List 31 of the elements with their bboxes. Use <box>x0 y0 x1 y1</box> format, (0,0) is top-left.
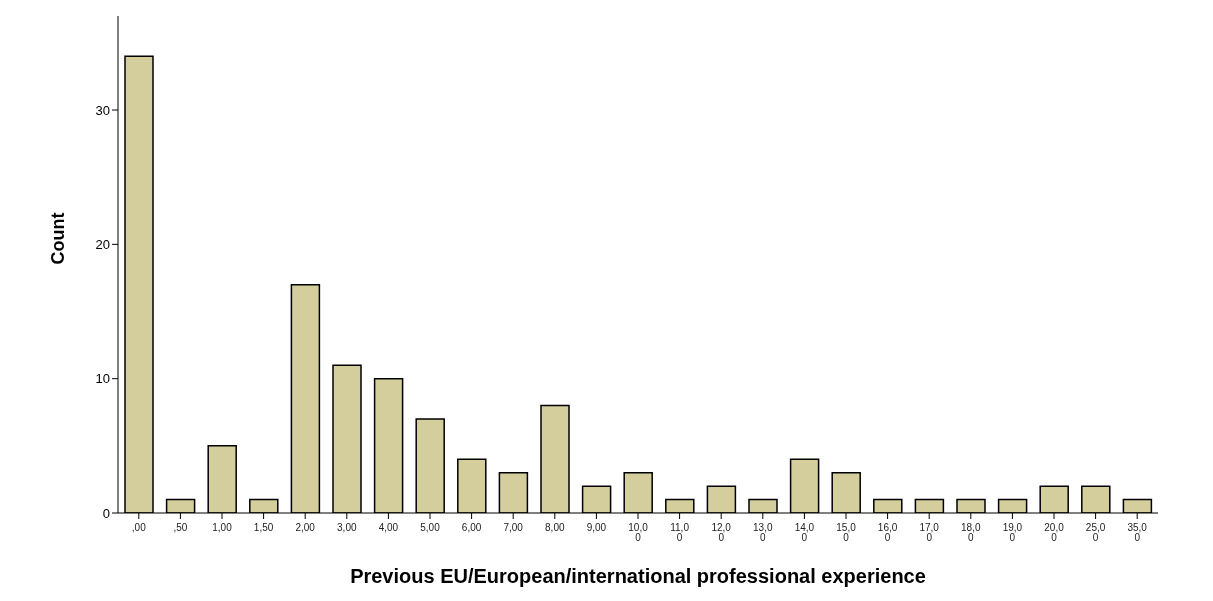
x-tick-label: 12,00 <box>711 522 732 543</box>
y-tick-label: 0 <box>102 505 110 521</box>
x-tick-label: 14,00 <box>794 522 815 543</box>
x-tick-label: 1,50 <box>253 522 274 533</box>
x-tick-label: 5,00 <box>420 522 441 533</box>
x-tick-label: 4,00 <box>378 522 399 533</box>
x-tick-label: 35,00 <box>1127 522 1148 543</box>
x-tick-label: 18,00 <box>961 522 981 543</box>
x-tick-label: 10,00 <box>628 522 649 543</box>
x-tick-label: 25,00 <box>1085 522 1106 543</box>
x-tick-label: 13,00 <box>753 522 773 543</box>
x-tick-label: 8,00 <box>545 522 565 533</box>
x-tick-label: 16,00 <box>877 522 898 543</box>
x-tick-label: 1,00 <box>212 522 233 533</box>
y-tick-label: 30 <box>95 102 110 118</box>
x-tick-label: 17,00 <box>919 522 940 543</box>
x-tick-label: ,00 <box>131 522 147 533</box>
y-axis-title: Count <box>48 212 69 265</box>
x-tick-label: 7,00 <box>503 522 524 533</box>
x-tick-label: 15,00 <box>836 522 857 543</box>
y-tick-label: 10 <box>95 371 110 387</box>
x-tick-label: 19,00 <box>1002 522 1023 543</box>
x-tick-label: 2,00 <box>295 522 316 533</box>
x-tick-label: 9,00 <box>586 522 607 533</box>
x-axis-title: Previous EU/European/international professional experience <box>350 565 926 587</box>
x-tick-label: ,50 <box>173 522 188 533</box>
y-tick-label: 20 <box>95 236 110 252</box>
x-tick-label: 3,00 <box>337 522 357 533</box>
x-tick-label: 11,00 <box>670 522 690 543</box>
x-tick-label: 6,00 <box>461 522 482 533</box>
x-tick-label: 20,00 <box>1044 522 1065 543</box>
